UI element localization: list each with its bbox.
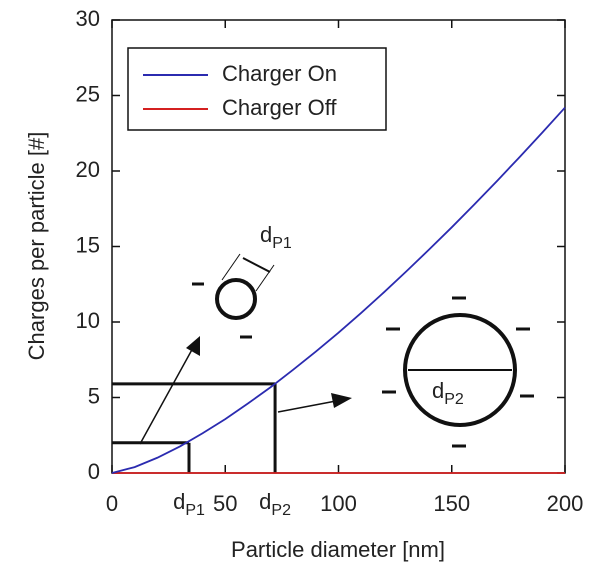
legend: Charger On Charger Off	[127, 47, 387, 131]
small-particle	[215, 278, 257, 320]
label-sub: P2	[444, 391, 464, 408]
x-axis-label: Particle diameter [nm]	[231, 537, 445, 562]
marker-axis-label: dP2	[259, 489, 291, 519]
x-tick-label: 150	[433, 491, 470, 516]
x-tick-label: 0	[106, 491, 118, 516]
dimension-guide	[221, 253, 241, 281]
y-tick-label: 0	[88, 459, 100, 484]
legend-label: Charger On	[222, 61, 337, 86]
y-tick-label: 15	[76, 232, 100, 257]
pointer-arrow	[277, 400, 337, 413]
x-tick-label: 50	[213, 491, 237, 516]
label-main: d	[260, 222, 272, 247]
y-tick-label: 30	[76, 6, 100, 31]
y-tick-label: 5	[88, 383, 100, 408]
label-main: d	[432, 378, 444, 403]
y-axis-label: Charges per particle [#]	[24, 132, 49, 361]
marker-axis-label: dP1	[173, 489, 205, 519]
series-line	[111, 106, 566, 474]
y-tick-label: 10	[76, 308, 100, 333]
y-tick-label: 25	[76, 81, 100, 106]
label-sub: P2	[271, 502, 291, 519]
small-diameter-label: dP1	[260, 222, 292, 252]
particle-schematic	[139, 253, 534, 448]
dimension-arrow	[242, 257, 271, 273]
label-sub: P1	[272, 235, 292, 252]
label-main: d	[173, 489, 185, 514]
x-tick-label: 100	[320, 491, 357, 516]
x-tick-label: 200	[547, 491, 584, 516]
pointer-arrow	[139, 345, 195, 445]
legend-label: Charger Off	[222, 95, 337, 120]
label-main: d	[259, 489, 271, 514]
arrow-head	[186, 336, 200, 356]
large-particle	[403, 313, 517, 427]
legend-box	[127, 47, 387, 131]
large-diameter-label: dP2	[432, 378, 464, 408]
y-tick-label: 20	[76, 157, 100, 182]
dimension-guide	[255, 264, 275, 292]
arrow-head	[331, 393, 352, 408]
label-sub: P1	[185, 502, 205, 519]
